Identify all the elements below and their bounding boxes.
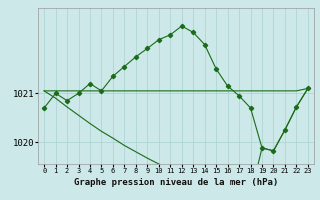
X-axis label: Graphe pression niveau de la mer (hPa): Graphe pression niveau de la mer (hPa) — [74, 178, 278, 187]
